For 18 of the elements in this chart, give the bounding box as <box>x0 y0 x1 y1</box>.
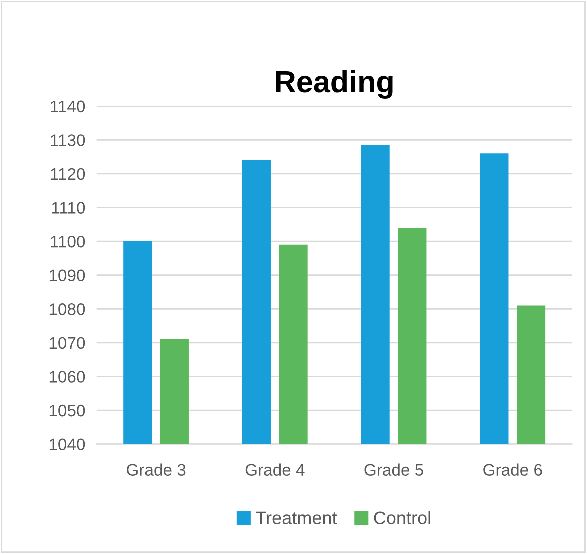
y-tick-label: 1070 <box>50 337 86 350</box>
y-tick-label: 1040 <box>50 438 86 451</box>
legend-label: Control <box>374 511 430 525</box>
y-tick-label: 1130 <box>51 134 86 146</box>
y-tick-label: 1090 <box>50 270 86 282</box>
y-tick-label: 1050 <box>50 404 86 417</box>
y-tick-label: 1100 <box>51 236 86 248</box>
y-tick-label: 1110 <box>52 202 86 214</box>
y-tick-label: 1120 <box>51 168 86 180</box>
x-tick-label: Grade 3 <box>127 464 186 476</box>
y-tick-label: 1060 <box>50 371 86 383</box>
x-tick-label: Grade 5 <box>364 464 424 476</box>
x-tick-label: Grade 6 <box>484 464 542 476</box>
x-tick-label: Grade 4 <box>246 464 305 476</box>
chart-title: Reading <box>276 70 393 99</box>
legend-label: Treatment <box>256 512 338 525</box>
y-tick-label: 1140 <box>51 100 86 113</box>
y-tick-label: 1080 <box>50 304 86 316</box>
